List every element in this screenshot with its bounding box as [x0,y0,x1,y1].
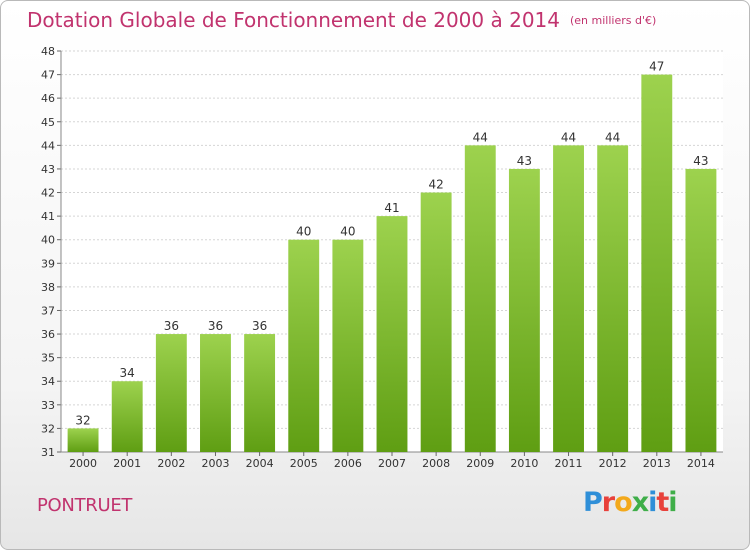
x-tick-label: 2009 [466,457,494,470]
y-tick-label: 46 [41,92,55,105]
data-label: 43 [517,154,532,168]
bar [420,192,452,452]
logo-letter: i [668,487,677,518]
y-tick-label: 45 [41,116,55,129]
chart-title: Dotation Globale de Fonctionnement de 20… [27,8,656,32]
x-tick-label: 2011 [555,457,583,470]
y-tick-label: 48 [41,45,55,58]
y-tick-label: 41 [41,210,55,223]
data-label: 40 [340,225,355,239]
bar [597,145,629,452]
y-tick-label: 47 [41,69,55,82]
data-label: 41 [384,201,399,215]
proxiti-logo[interactable]: Proxiti [583,487,678,518]
data-label: 36 [208,319,223,333]
x-tick-label: 2003 [201,457,229,470]
x-tick-label: 2014 [687,457,715,470]
x-tick-label: 2008 [422,457,450,470]
bar [244,334,276,452]
y-tick-label: 33 [41,399,55,412]
bar [553,145,584,452]
logo-letter: o [614,487,633,518]
data-label: 44 [605,130,620,144]
data-label: 34 [120,366,135,380]
data-label: 43 [693,154,708,168]
bar [200,334,231,452]
y-tick-label: 34 [41,375,55,388]
logo-letter: r [601,487,615,518]
x-tick-label: 2012 [599,457,627,470]
y-tick-label: 39 [41,257,55,270]
data-label: 44 [561,130,576,144]
bar [508,168,540,453]
x-tick-label: 2002 [157,457,185,470]
logo-letter: x [631,487,649,518]
x-tick-label: 2005 [290,457,318,470]
x-tick-label: 2010 [510,457,538,470]
chart-unit: (en milliers d'€) [570,14,657,27]
town-name: PONTRUET [37,495,133,516]
x-tick-label: 2006 [334,457,362,470]
x-tick-label: 2007 [378,457,406,470]
x-tick-label: 2004 [246,457,274,470]
x-tick-label: 2001 [113,457,141,470]
bar [155,334,187,452]
bar [464,145,496,452]
y-tick-label: 35 [41,352,55,365]
y-tick-label: 43 [41,163,55,176]
bar [685,168,717,453]
bar [332,239,364,452]
bar [67,428,99,452]
bar [288,239,320,452]
data-label: 32 [75,413,90,427]
logo-letter: t [656,487,669,518]
y-tick-label: 38 [41,281,55,294]
y-tick-label: 44 [41,139,55,152]
bar [111,381,143,452]
x-tick-label: 2013 [643,457,671,470]
data-label: 40 [296,225,311,239]
chart-title-text: Dotation Globale de Fonctionnement de 20… [27,8,560,32]
y-tick-label: 37 [41,304,55,317]
y-tick-label: 32 [41,422,55,435]
y-tick-label: 42 [41,187,55,200]
data-label: 36 [164,319,179,333]
logo-letter: i [648,487,657,518]
logo-letter: P [583,487,603,518]
y-tick-label: 40 [41,234,55,247]
bar [376,216,408,452]
data-label: 44 [473,130,488,144]
y-tick-label: 31 [41,446,55,459]
x-tick-label: 2000 [69,457,97,470]
data-label: 42 [428,178,443,192]
data-label: 47 [649,60,664,74]
bar [641,74,673,453]
y-tick-label: 36 [41,328,55,341]
data-label: 36 [252,319,267,333]
